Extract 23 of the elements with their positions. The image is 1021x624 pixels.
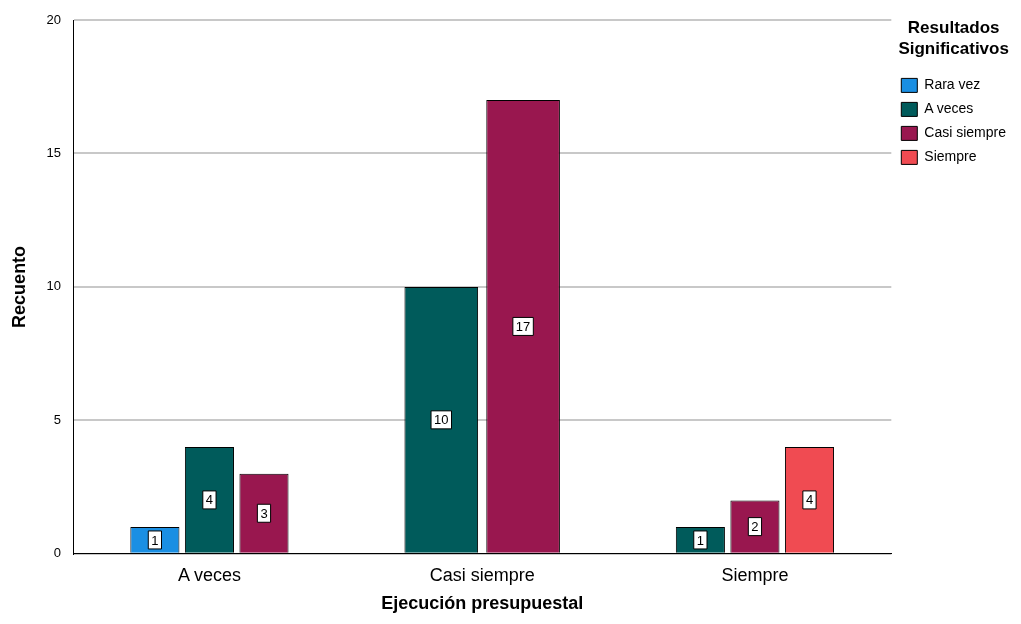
x-tick-label: A veces — [177, 564, 241, 585]
legend-label: Rara vez — [924, 76, 981, 93]
y-tick-label: 0 — [53, 545, 62, 561]
legend-label: Casi siempre — [924, 124, 1007, 141]
y-tick-label: 10 — [46, 278, 62, 294]
legend-label: Siempre — [924, 148, 977, 165]
x-axis-title: Ejecución presupuestal — [381, 593, 584, 614]
y-tick-label: 20 — [46, 11, 62, 27]
data-label: 1 — [151, 532, 159, 548]
data-label: 4 — [205, 492, 214, 508]
data-label: 10 — [434, 412, 449, 428]
y-tick-label: 15 — [46, 145, 62, 161]
y-tick-label: 5 — [53, 411, 62, 427]
data-label: 1 — [696, 532, 704, 548]
x-tick-label: Casi siempre — [429, 564, 535, 585]
data-label: 2 — [751, 519, 759, 535]
data-label: 3 — [260, 505, 268, 521]
data-label: 17 — [515, 319, 531, 335]
x-tick-label: Siempre — [721, 564, 789, 585]
data-label: 4 — [805, 492, 814, 508]
y-axis-title: Recuento — [8, 245, 29, 328]
legend-title: Resultados Significativos — [898, 18, 1009, 58]
legend-label: A veces — [924, 100, 974, 117]
